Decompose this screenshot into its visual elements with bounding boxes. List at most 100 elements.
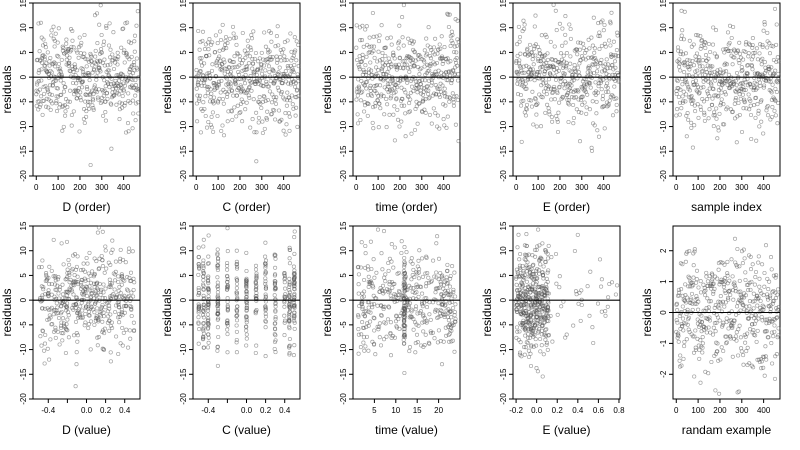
data-point — [682, 63, 687, 68]
data-point — [693, 109, 698, 114]
data-point — [42, 341, 48, 346]
data-point — [359, 38, 365, 43]
data-point — [429, 278, 435, 283]
data-point — [537, 48, 542, 53]
y-axis-label: residuals — [320, 65, 334, 113]
data-point — [539, 33, 544, 38]
data-point — [679, 363, 684, 368]
data-point — [546, 268, 551, 273]
data-point — [689, 120, 694, 125]
data-point — [202, 47, 208, 52]
data-point — [733, 334, 738, 339]
data-point — [712, 110, 717, 115]
data-point — [427, 112, 432, 117]
data-point — [555, 129, 561, 135]
data-point — [423, 110, 428, 115]
data-point — [113, 309, 118, 315]
data-point — [742, 97, 747, 102]
data-point — [368, 279, 373, 284]
data-point — [292, 343, 297, 348]
data-point — [218, 90, 223, 95]
data-point — [752, 75, 757, 80]
data-point — [691, 275, 696, 280]
data-point — [273, 44, 278, 49]
data-point — [707, 315, 712, 320]
data-point — [423, 332, 428, 337]
data-point — [428, 279, 433, 285]
y-tick-label: -10 — [659, 120, 668, 132]
y-tick-label: -15 — [499, 368, 508, 380]
data-point — [70, 28, 75, 34]
data-point — [40, 112, 45, 117]
data-point — [409, 277, 414, 282]
data-point — [87, 284, 92, 289]
data-point — [714, 116, 719, 121]
data-point — [729, 321, 735, 326]
data-point — [390, 334, 395, 339]
data-point — [44, 271, 49, 276]
data-point — [428, 56, 434, 61]
data-point — [588, 269, 593, 274]
data-point — [519, 303, 524, 308]
data-point — [264, 117, 270, 122]
data-point — [422, 316, 427, 321]
data-point — [108, 359, 113, 364]
data-point — [64, 57, 69, 62]
data-point — [378, 83, 383, 88]
data-point — [128, 41, 133, 46]
data-point — [407, 101, 412, 106]
data-point — [71, 69, 76, 74]
y-axis-label: residuals — [160, 288, 174, 336]
data-point — [73, 384, 78, 389]
data-point — [679, 8, 684, 13]
data-point — [286, 111, 291, 116]
data-point — [399, 103, 404, 108]
data-point — [551, 2, 556, 7]
data-point — [381, 306, 386, 312]
data-point — [116, 351, 121, 357]
data-point — [677, 358, 682, 363]
data-point — [413, 304, 419, 309]
data-point — [254, 297, 259, 302]
data-point — [515, 78, 520, 83]
data-point — [422, 48, 427, 53]
data-point — [520, 70, 525, 75]
data-point — [596, 21, 601, 26]
data-point — [65, 99, 70, 104]
data-point — [523, 52, 528, 57]
data-point — [537, 92, 542, 97]
data-point — [450, 33, 455, 38]
data-point — [83, 99, 88, 104]
data-point — [206, 340, 211, 345]
data-point — [113, 295, 118, 300]
data-point — [523, 258, 528, 263]
y-tick-label: -10 — [179, 343, 188, 355]
data-point — [747, 361, 752, 366]
data-point — [426, 96, 431, 101]
data-point — [235, 313, 240, 318]
data-point — [201, 278, 206, 283]
data-point — [50, 322, 55, 327]
data-point — [51, 237, 56, 242]
x-tick-label: 200 — [553, 183, 567, 192]
data-point — [515, 42, 520, 47]
data-point — [246, 93, 251, 98]
data-point — [688, 61, 693, 67]
data-point — [579, 288, 584, 293]
y-tick-label: 0 — [19, 74, 28, 79]
data-point — [74, 264, 79, 269]
data-point — [296, 42, 301, 48]
data-point — [287, 336, 292, 342]
data-point — [555, 119, 560, 124]
data-point — [82, 32, 87, 38]
y-tick-label: -15 — [339, 145, 348, 157]
data-point — [533, 337, 538, 342]
data-point — [683, 282, 688, 287]
data-point — [109, 146, 114, 151]
data-point — [681, 328, 686, 333]
data-point — [261, 57, 266, 62]
data-point — [199, 83, 204, 88]
data-point — [218, 58, 223, 63]
data-point — [706, 56, 711, 61]
data-point — [747, 81, 752, 86]
